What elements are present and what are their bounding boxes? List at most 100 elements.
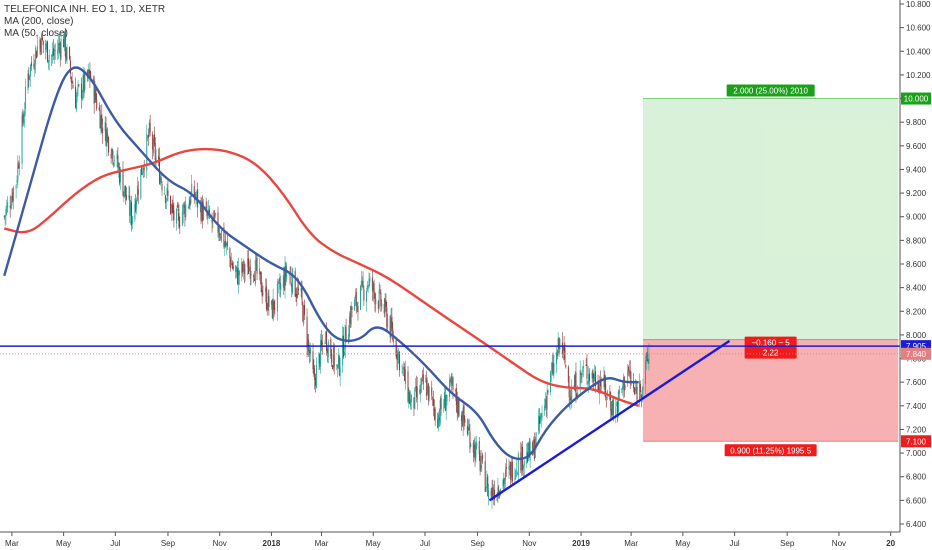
candle-body bbox=[98, 107, 100, 110]
candle-body bbox=[58, 43, 60, 46]
candle-body bbox=[403, 366, 405, 368]
candle-body bbox=[581, 374, 583, 379]
candle-body bbox=[279, 282, 281, 290]
candle-body bbox=[130, 204, 132, 217]
candle-body bbox=[460, 415, 462, 421]
candle-body bbox=[368, 278, 370, 287]
legend-ma200[interactable]: MA (200, close) bbox=[4, 16, 74, 27]
candle-body bbox=[22, 113, 24, 123]
price-axis[interactable]: 6.4006.6006.8007.0007.2007.4007.6007.800… bbox=[899, 0, 931, 532]
candle-body bbox=[367, 286, 369, 288]
candle-body bbox=[647, 360, 649, 361]
legend-ma50[interactable]: MA (50, close) bbox=[4, 28, 68, 39]
candle-body bbox=[92, 78, 94, 81]
candle-body bbox=[166, 187, 168, 196]
candle-body bbox=[604, 374, 606, 387]
candle-body bbox=[634, 387, 636, 391]
time-axis[interactable]: Mar May Jul Sep Nov 2018 Mar May Jul Sep Nov 2019 Ma… bbox=[0, 531, 900, 548]
candle-body bbox=[516, 473, 518, 474]
price-tick-label: 6.600 bbox=[906, 496, 927, 505]
candle-body bbox=[147, 136, 149, 138]
candle-body bbox=[165, 198, 167, 203]
candle-body bbox=[511, 461, 513, 482]
candle-body bbox=[363, 289, 365, 301]
candle-body bbox=[594, 371, 596, 386]
candle-body bbox=[173, 210, 175, 221]
candle-body bbox=[242, 260, 244, 272]
candle-body bbox=[410, 398, 412, 406]
candle-body bbox=[137, 189, 139, 195]
time-tick-label: Jul bbox=[420, 539, 430, 548]
candle-body bbox=[155, 157, 157, 162]
candle-body bbox=[392, 328, 394, 340]
candle-body bbox=[160, 177, 162, 182]
candle-body bbox=[306, 316, 308, 348]
candle-body bbox=[629, 370, 631, 379]
candle-body bbox=[35, 51, 37, 59]
candle-body bbox=[444, 395, 446, 411]
candle-body bbox=[568, 385, 570, 398]
candle-body bbox=[510, 462, 512, 480]
candle-body bbox=[433, 408, 435, 411]
candle-body bbox=[612, 399, 614, 416]
candle-body bbox=[229, 248, 231, 258]
candle-body bbox=[318, 352, 320, 364]
position-tool[interactable]: 2.000 (25.00%) 2010 0.900 (11.25%) 1995.5… bbox=[642, 84, 899, 457]
candle-body bbox=[106, 132, 108, 147]
candle-body bbox=[248, 258, 250, 274]
candle-body bbox=[336, 365, 338, 367]
candle-body bbox=[479, 452, 481, 471]
candle-body bbox=[284, 265, 286, 291]
candles bbox=[3, 28, 650, 510]
candle-body bbox=[640, 395, 642, 398]
candle-body bbox=[419, 389, 421, 394]
candle-body bbox=[238, 270, 240, 276]
candle-body bbox=[249, 266, 251, 279]
candle-body bbox=[570, 395, 572, 401]
candle-body bbox=[125, 185, 127, 197]
drawings[interactable] bbox=[0, 339, 900, 502]
candle-body bbox=[393, 337, 395, 343]
candle-body bbox=[170, 206, 172, 213]
candle-body bbox=[628, 367, 630, 372]
candle-body bbox=[381, 303, 383, 309]
candle-body bbox=[541, 413, 543, 418]
candle-body bbox=[142, 167, 144, 173]
candle-body bbox=[164, 195, 166, 203]
candle-body bbox=[443, 392, 445, 408]
candle-body bbox=[428, 386, 430, 399]
candle-body bbox=[523, 460, 525, 467]
candle-body bbox=[214, 213, 216, 215]
candle-body bbox=[559, 339, 561, 350]
candle-body bbox=[339, 367, 341, 377]
candle-body bbox=[81, 93, 83, 100]
candle-body bbox=[402, 368, 404, 370]
candle-body bbox=[563, 345, 565, 351]
candle-body bbox=[624, 385, 626, 389]
candle-body bbox=[588, 373, 590, 384]
candle-body bbox=[235, 265, 237, 273]
time-tick-label: Mar bbox=[315, 539, 329, 548]
time-tick-label: Sep bbox=[470, 539, 485, 548]
candle-body bbox=[108, 137, 110, 153]
candle-body bbox=[505, 469, 507, 480]
hline-price-badge: 7.905 bbox=[906, 342, 927, 351]
candle-body bbox=[484, 461, 486, 492]
price-tick-label: 9.000 bbox=[906, 213, 927, 222]
candle-body bbox=[118, 167, 120, 169]
candle-body bbox=[277, 281, 279, 285]
candle-body bbox=[15, 185, 17, 189]
candle-body bbox=[642, 385, 644, 391]
time-tick-label: Sep bbox=[780, 539, 795, 548]
candle-body bbox=[587, 381, 589, 383]
candle-body bbox=[142, 172, 144, 175]
candle-body bbox=[597, 382, 599, 391]
candle-body bbox=[248, 267, 250, 271]
candle-body bbox=[622, 376, 624, 389]
candle-body bbox=[206, 210, 208, 217]
candle-body bbox=[178, 213, 180, 228]
target-price-badge: 10.000 bbox=[904, 95, 929, 104]
candle-body bbox=[415, 386, 417, 388]
candle-body bbox=[113, 163, 115, 164]
